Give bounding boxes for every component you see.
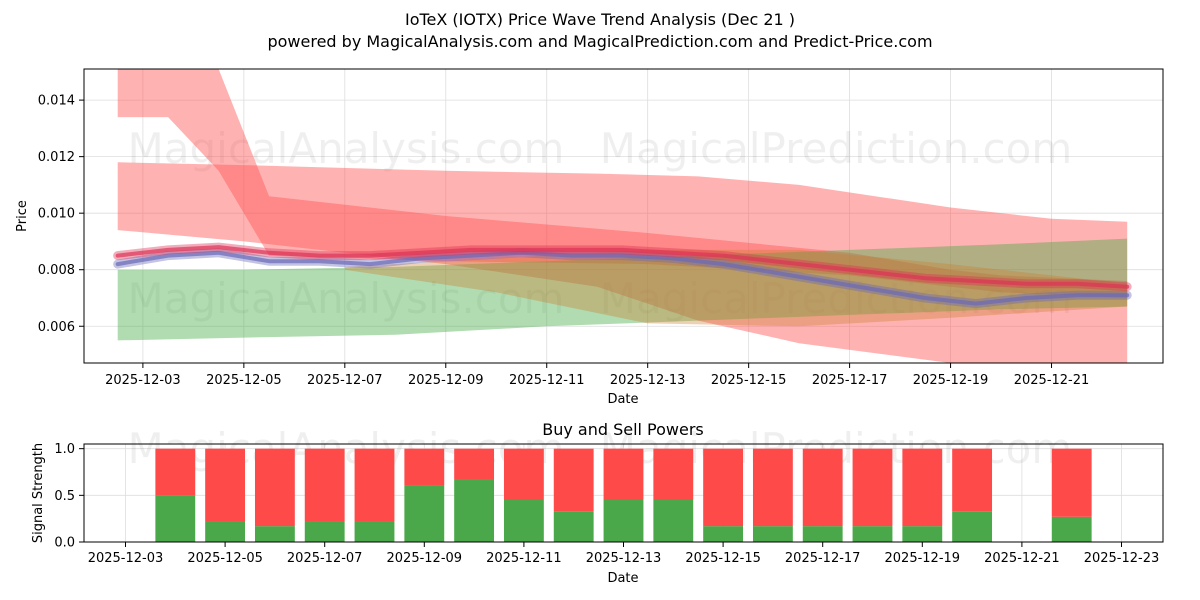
orange-band [344,249,1128,327]
buy-bar [205,521,246,542]
price-y-tick-label: 0.010 [38,207,75,222]
signal-x-tick-label: 2025-12-15 [685,551,761,566]
sell-bar [902,448,943,527]
buy-bar [553,511,594,542]
sell-bar [952,448,993,512]
signal-x-tick-label: 2025-12-11 [486,551,562,566]
price-y-tick-label: 0.014 [38,94,75,109]
wide-red-band [117,162,1128,363]
buy-bar [1051,516,1092,542]
price-x-tick-label: 2025-12-13 [610,373,686,388]
price-y-ticks: 0.006 0.008 0.010 0.012 0.014 [38,94,84,335]
buy-bar [703,526,744,542]
buy-bar [952,511,993,542]
price-x-tick-label: 2025-12-17 [812,373,888,388]
chart-title: IoTeX (IOTX) Price Wave Trend Analysis (… [405,10,795,29]
sell-bar [553,448,594,512]
buy-bar [852,526,893,542]
price-y-axis-label: Price [15,200,30,232]
buy-bar [354,521,395,542]
signal-x-tick-label: 2025-12-09 [387,551,463,566]
signal-panel: Buy and Sell Powers MagicalAnalysis.com … [31,420,1164,586]
forecast-bands [117,69,1128,363]
buy-bar [155,495,196,542]
signal-y-ticks: 0.0 0.5 1.0 [54,442,84,551]
buy-bar [603,500,644,542]
signal-x-axis-label: Date [607,571,638,586]
price-y-tick-label: 0.006 [38,320,75,335]
sell-bar [155,448,196,496]
sell-bar [454,448,495,480]
upper-red-band [117,69,1128,298]
price-wave-lines [113,242,1132,309]
price-panel: MagicalAnalysis.com MagicalPrediction.co… [15,68,1164,407]
price-x-ticks: 2025-12-03 2025-12-05 2025-12-07 2025-12-09… [105,363,1089,388]
signal-y-tick-label: 0.0 [54,536,75,551]
signal-x-tick-label: 2025-12-13 [586,551,662,566]
signal-x-tick-label: 2025-12-05 [187,551,263,566]
price-gridlines [84,69,1163,363]
signal-x-ticks: 2025-12-03 2025-12-05 2025-12-07 2025-12-09… [88,542,1160,566]
watermark-analysis-mid: MagicalAnalysis.com [128,274,565,323]
price-y-tick-label: 0.012 [38,150,75,165]
signal-y-tick-label: 1.0 [54,442,75,457]
watermark-analysis-top: MagicalAnalysis.com [128,124,565,173]
price-x-tick-label: 2025-12-05 [206,373,282,388]
signal-x-tick-label: 2025-12-17 [785,551,861,566]
price-x-tick-label: 2025-12-19 [913,373,989,388]
sell-bar [354,448,395,522]
price-x-tick-label: 2025-12-07 [307,373,383,388]
price-y-tick-label: 0.008 [38,263,75,278]
buy-bar [653,500,694,542]
buy-bar [404,485,445,542]
buy-bar [902,526,943,542]
sell-bar [254,448,295,527]
price-x-tick-label: 2025-12-09 [408,373,484,388]
sell-bar [653,448,694,500]
buy-bar [454,479,495,542]
sell-bar [752,448,793,527]
signal-y-tick-label: 0.5 [54,489,75,504]
signal-y-axis-label: Signal Strength [31,443,46,543]
sell-bar [304,448,345,522]
buy-bar [752,526,793,542]
red-wave [115,245,1130,289]
price-plot-frame [83,68,1164,364]
signal-bars [155,448,1092,542]
price-x-tick-label: 2025-12-11 [509,373,585,388]
signal-x-tick-label: 2025-12-03 [88,551,164,566]
price-x-tick-label: 2025-12-21 [1014,373,1090,388]
buy-bar [304,521,345,542]
signal-panel-title: Buy and Sell Powers [542,420,704,439]
sell-bar [1051,448,1092,517]
signal-x-tick-label: 2025-12-23 [1084,551,1160,566]
sell-bar [852,448,893,527]
watermark-prediction-top: MagicalPrediction.com [600,124,1073,173]
buy-bar [503,500,544,542]
blue-wave [115,250,1130,306]
chart-subtitle: powered by MagicalAnalysis.com and Magic… [267,32,932,51]
sell-bar [703,448,744,527]
sell-bar [404,448,445,486]
price-x-tick-label: 2025-12-15 [711,373,787,388]
price-x-axis-label: Date [607,392,638,407]
signal-x-tick-label: 2025-12-21 [984,551,1060,566]
signal-x-tick-label: 2025-12-19 [885,551,961,566]
signal-x-tick-label: 2025-12-07 [287,551,363,566]
buy-bar [802,526,843,542]
price-x-tick-label: 2025-12-03 [105,373,181,388]
price-plot-background [84,69,1163,363]
sell-bar [603,448,644,500]
buy-bar [254,526,295,542]
green-band [117,238,1128,341]
sell-bar [802,448,843,527]
sell-bar [503,448,544,500]
sell-bar [205,448,246,522]
